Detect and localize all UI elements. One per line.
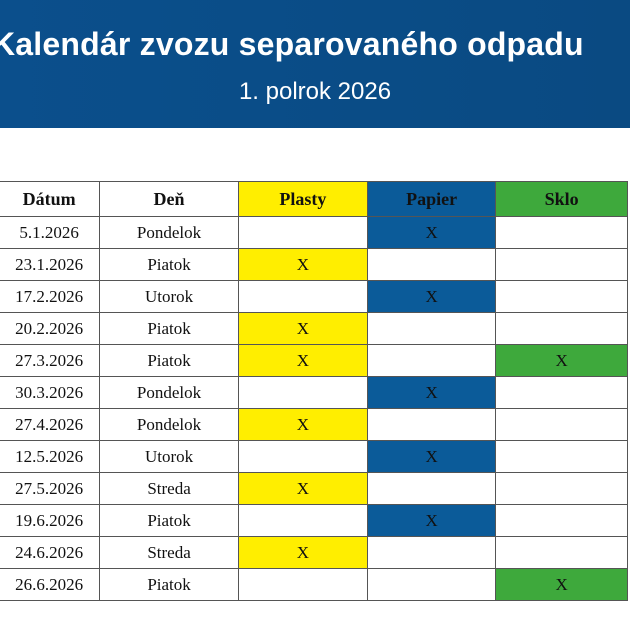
table-row: 27.3.2026 Piatok X X [0, 344, 628, 377]
page-title: Kalendár zvozu separovaného odpadu [0, 26, 584, 62]
cell-date: 27.4.2026 [0, 408, 101, 441]
cell-plasty: X [237, 536, 368, 569]
cell-papier: X [366, 440, 497, 473]
cell-papier: X [366, 216, 497, 249]
header-banner: Kalendár zvozu separovaného odpadu 1. po… [0, 0, 630, 128]
cell-day: Streda [99, 472, 239, 505]
cell-date: 23.1.2026 [0, 248, 101, 281]
cell-plasty: X [237, 312, 368, 345]
collection-schedule-table: Dátum Deň Plasty Papier Sklo 5.1.2026 Pon… [0, 181, 628, 601]
cell-plasty: X [237, 472, 368, 505]
page-subtitle: 1. polrok 2026 [238, 78, 392, 105]
cell-papier [366, 312, 497, 345]
table-row: 19.6.2026 Piatok X [0, 504, 628, 537]
cell-sklo: X [495, 568, 628, 601]
cell-sklo [495, 312, 628, 345]
cell-day: Piatok [99, 312, 239, 345]
cell-date: 24.6.2026 [0, 536, 101, 569]
column-header-date: Dátum [0, 181, 101, 217]
cell-plasty [237, 440, 368, 473]
table-body: 5.1.2026 Pondelok X 23.1.2026 Piatok X 17.2.20… [0, 216, 628, 601]
cell-date: 30.3.2026 [0, 376, 101, 409]
cell-plasty [237, 568, 368, 601]
cell-plasty: X [237, 344, 368, 377]
table-row: 20.2.2026 Piatok X [0, 312, 628, 345]
cell-plasty: X [237, 408, 368, 441]
cell-date: 20.2.2026 [0, 312, 101, 345]
cell-day: Utorok [99, 280, 239, 313]
table-row: 30.3.2026 Pondelok X [0, 376, 628, 409]
cell-day: Pondelok [99, 216, 239, 249]
cell-sklo [495, 280, 628, 313]
cell-date: 27.3.2026 [0, 344, 101, 377]
cell-sklo [495, 472, 628, 505]
cell-papier: X [366, 376, 497, 409]
cell-sklo [495, 248, 628, 281]
cell-sklo [495, 408, 628, 441]
cell-day: Utorok [99, 440, 239, 473]
cell-sklo [495, 440, 628, 473]
cell-sklo [495, 376, 628, 409]
column-header-papier: Papier [366, 181, 497, 217]
column-header-plasty: Plasty [237, 181, 368, 217]
cell-date: 5.1.2026 [0, 216, 101, 249]
table-row: 12.5.2026 Utorok X [0, 440, 628, 473]
table-row: 24.6.2026 Streda X [0, 536, 628, 569]
column-header-day: Deň [99, 181, 239, 217]
cell-day: Piatok [99, 344, 239, 377]
cell-papier [366, 248, 497, 281]
cell-papier [366, 472, 497, 505]
table-row: 27.5.2026 Streda X [0, 472, 628, 505]
cell-date: 17.2.2026 [0, 280, 101, 313]
cell-sklo [495, 536, 628, 569]
cell-sklo [495, 504, 628, 537]
cell-plasty [237, 216, 368, 249]
cell-date: 19.6.2026 [0, 504, 101, 537]
cell-plasty [237, 504, 368, 537]
cell-papier: X [366, 280, 497, 313]
cell-sklo: X [495, 344, 628, 377]
cell-papier [366, 408, 497, 441]
column-header-sklo: Sklo [495, 181, 628, 217]
cell-papier [366, 536, 497, 569]
cell-papier [366, 344, 497, 377]
table-row: 26.6.2026 Piatok X [0, 568, 628, 601]
cell-date: 26.6.2026 [0, 568, 101, 601]
cell-sklo [495, 216, 628, 249]
cell-papier: X [366, 504, 497, 537]
cell-day: Streda [99, 536, 239, 569]
cell-plasty: X [237, 248, 368, 281]
cell-day: Piatok [99, 248, 239, 281]
table-row: 27.4.2026 Pondelok X [0, 408, 628, 441]
cell-date: 27.5.2026 [0, 472, 101, 505]
cell-day: Pondelok [99, 408, 239, 441]
cell-day: Piatok [99, 568, 239, 601]
cell-day: Piatok [99, 504, 239, 537]
table-row: 17.2.2026 Utorok X [0, 280, 628, 313]
cell-plasty [237, 280, 368, 313]
table-row: 23.1.2026 Piatok X [0, 248, 628, 281]
cell-papier [366, 568, 497, 601]
table-row: 5.1.2026 Pondelok X [0, 216, 628, 249]
cell-day: Pondelok [99, 376, 239, 409]
cell-date: 12.5.2026 [0, 440, 101, 473]
table-header-row: Dátum Deň Plasty Papier Sklo [0, 181, 628, 217]
cell-plasty [237, 376, 368, 409]
